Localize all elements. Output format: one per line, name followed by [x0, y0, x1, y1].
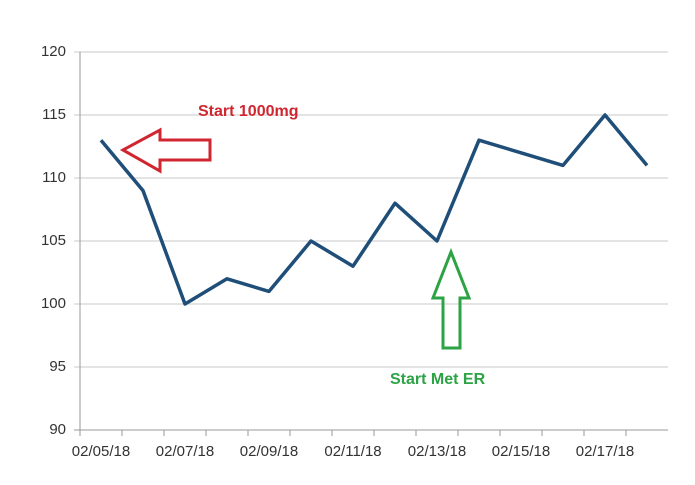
x-tick-label: 02/13/18	[408, 443, 466, 460]
arrow-left	[119, 127, 212, 174]
x-tick-label: 02/15/18	[492, 443, 550, 460]
x-tick-label: 02/11/18	[324, 443, 381, 460]
y-tick-label: 120	[41, 43, 66, 60]
annotation: Start 1000mg	[198, 103, 299, 120]
series-line	[99, 113, 649, 306]
y-tick-label: 105	[41, 232, 66, 249]
y-tick-label: 100	[41, 295, 66, 312]
y-tick-label: 90	[49, 421, 66, 438]
arrow-up	[430, 247, 472, 350]
x-tick-label: 02/17/18	[576, 443, 634, 460]
y-tick-label: 95	[49, 358, 66, 375]
annotation: Start Met ER	[390, 371, 486, 388]
x-tick-label: 02/09/18	[240, 443, 298, 460]
x-tick-label: 02/05/18	[72, 443, 130, 460]
x-tick-label: 02/07/18	[156, 443, 214, 460]
plot-area: 90 95 100 105 110 115 120 02/05/18 02/07/18 02/09…	[41, 43, 668, 460]
y-tick-label: 110	[42, 169, 66, 186]
y-tick-label: 115	[42, 106, 66, 123]
